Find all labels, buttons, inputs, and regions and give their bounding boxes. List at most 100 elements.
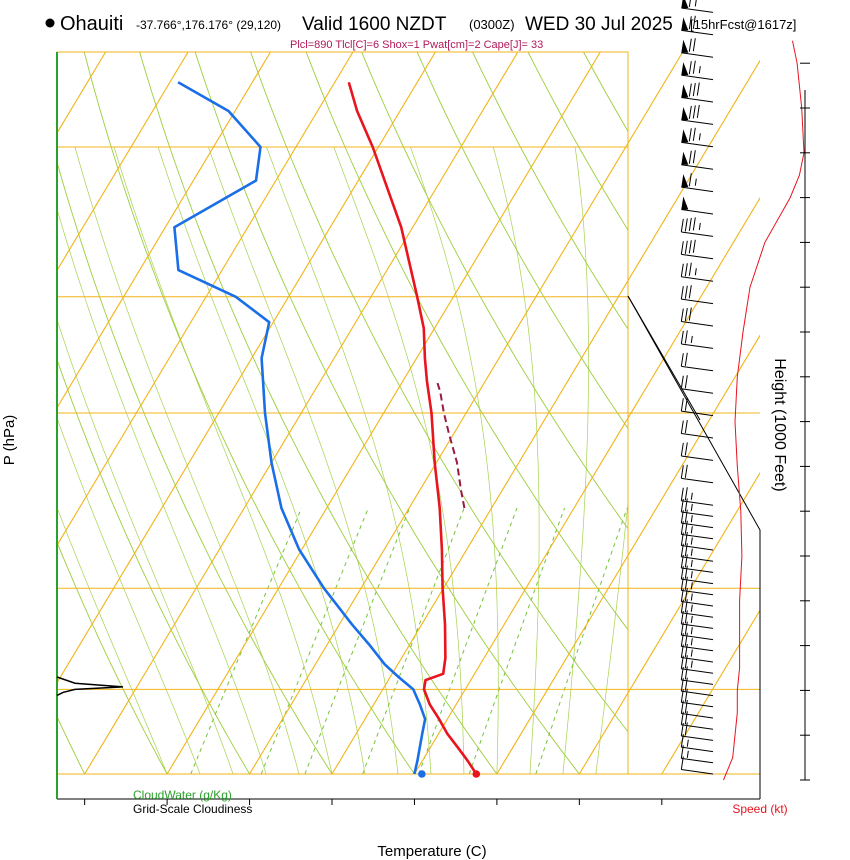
wind-barb-full (688, 105, 692, 120)
wind-barb (681, 104, 714, 125)
isotherm-line (57, 52, 271, 409)
wind-barb-full (692, 105, 696, 119)
chart-header: Ohauiti -37.766°,176.176° (29,120) Valid… (45, 13, 796, 51)
wind-barb-staff (681, 701, 714, 708)
wind-speed-line (723, 40, 805, 781)
dry-adiabat-line (57, 541, 168, 774)
wind-barb-flag (681, 62, 689, 76)
wind-barb-staff (681, 556, 714, 562)
wind-barb-staff (681, 410, 714, 417)
wind-barb-full (684, 520, 688, 534)
wind-barb-staff (681, 757, 714, 764)
wind-barb-full (684, 621, 688, 635)
surface-dewpoint-marker (418, 770, 426, 778)
isotherm-line (578, 471, 760, 775)
wind-barb-staff (681, 500, 714, 506)
wind-barb-half (694, 0, 697, 7)
terrain-boundary-inner (627, 295, 701, 421)
wind-barb (680, 239, 714, 260)
moist-adiabat-line (266, 146, 432, 774)
dry-adiabat-line (57, 715, 86, 774)
wind-barb-flag (681, 174, 689, 188)
wind-barb-staff (681, 545, 714, 551)
wind-barb-full (688, 240, 692, 254)
wind-barb-staff (681, 74, 714, 81)
wind-barb-staff (681, 231, 714, 237)
wind-barb-full (680, 487, 684, 501)
wind-barb-staff (681, 52, 714, 58)
wind-barb-full (684, 688, 688, 702)
wind-barb-full (680, 286, 684, 300)
wind-barb-staff (681, 601, 714, 607)
mixing-ratio-line (535, 507, 628, 774)
wind-barb-full (692, 82, 696, 97)
wind-barb-full (684, 375, 688, 389)
wind-barb-full (688, 38, 692, 52)
moist-adiabat-line (57, 506, 168, 774)
dry-adiabat-line (416, 52, 628, 430)
wind-barb (680, 375, 714, 394)
wind-barb-full (684, 487, 688, 501)
wind-barb (681, 196, 714, 215)
dry-adiabat-line (194, 52, 580, 774)
wind-barb-full (680, 442, 684, 457)
wind-barb (680, 397, 714, 417)
wind-barb-half (690, 571, 693, 579)
wind-barb-full (680, 241, 684, 255)
location-dot-icon (45, 18, 55, 28)
mixing-ratio-line (190, 507, 303, 774)
wind-barb (680, 307, 714, 327)
wind-barb-staff (681, 164, 714, 170)
wind-barb-full (692, 239, 696, 253)
wind-barb (680, 587, 714, 607)
wind-barb-half (690, 559, 693, 568)
wind-barb-staff (681, 713, 714, 719)
wind-barb (680, 621, 714, 641)
isotherm-line (496, 334, 760, 775)
wind-barb-staff (681, 29, 714, 36)
wind-barb-staff (681, 634, 714, 641)
wind-barb-staff (681, 365, 714, 372)
wind-barb-full (692, 15, 696, 29)
moist-adiabat-line (629, 147, 714, 774)
isotherm-line (0, 52, 23, 774)
terrain-boundary (627, 295, 761, 799)
wind-barb-full (680, 353, 684, 367)
wind-barb-half (694, 178, 697, 186)
wind-barb (680, 487, 714, 506)
wind-barb-flag (681, 106, 689, 120)
wind-barb-half (690, 638, 693, 646)
wind-barb-full (684, 397, 688, 411)
wind-barb (681, 15, 714, 36)
wind-barb-full (684, 240, 688, 254)
wind-barb-staff (681, 511, 714, 517)
wind-barb-full (684, 352, 688, 366)
wind-barb-flag (681, 84, 689, 98)
wind-barb-full (692, 217, 696, 231)
moist-adiabat-line (410, 146, 499, 774)
wind-barb-staff (681, 645, 714, 652)
wind-barb-flag (681, 17, 689, 31)
height-axis-label: Height (1000 Feet) (771, 358, 788, 491)
wind-barb-half (690, 615, 693, 624)
wind-barb (681, 38, 714, 58)
wind-barb-staff (681, 657, 714, 663)
wind-barb-staff (681, 388, 714, 394)
wind-barb-staff (681, 746, 714, 753)
cloudiness-line (56, 676, 124, 697)
wind-barb-flag (681, 0, 689, 8)
dry-adiabat-line (792, 31, 850, 800)
wind-barb-full (684, 711, 688, 725)
utc-time: (0300Z) (469, 17, 515, 32)
forecast-date: WED 30 Jul 2025 (525, 14, 673, 35)
wind-barb-staff (681, 679, 714, 685)
wind-barb-flag (681, 129, 689, 143)
cloud-water-label: CloudWater (g/Kg) (133, 788, 232, 802)
wind-barb-half (698, 66, 701, 74)
moist-adiabat-line (595, 499, 628, 774)
wind-barb-full (680, 308, 684, 322)
wind-barb (681, 0, 714, 13)
moist-adiabat-line (57, 207, 267, 774)
temperature-line (347, 81, 478, 775)
